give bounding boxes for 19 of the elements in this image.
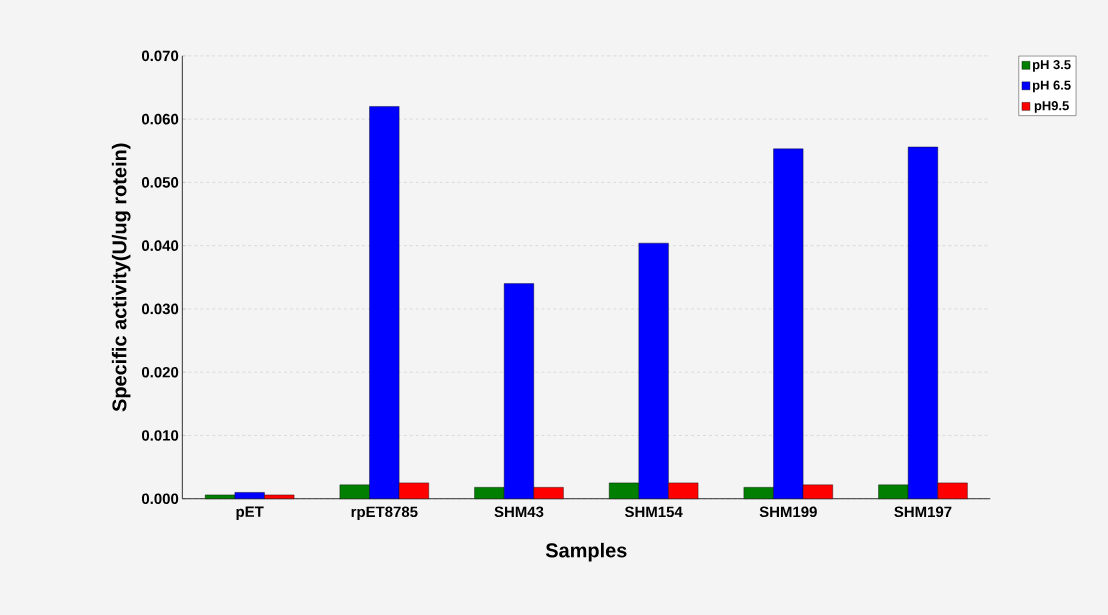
legend-label: pH 6.5 xyxy=(1033,80,1071,93)
y-tick-label: 0.010 xyxy=(141,429,179,441)
x-tick-label: SHM197 xyxy=(894,506,952,517)
y-axis-title: Specific activity(U/ug rotein) xyxy=(111,143,131,412)
y-tick-label: 0.030 xyxy=(141,303,179,315)
x-tick-label: rpET8785 xyxy=(351,506,418,520)
x-tick-label: pET xyxy=(236,506,264,520)
y-tick-label: 0.050 xyxy=(141,176,179,188)
y-tick-label: 0.070 xyxy=(141,50,179,61)
legend-label: pH 3.5 xyxy=(1033,59,1071,72)
x-axis-title: Samples xyxy=(545,542,627,562)
y-tick-label: 0.020 xyxy=(141,366,179,378)
y-tick-label: 0.040 xyxy=(141,240,179,251)
x-tick-label: SHM154 xyxy=(624,506,683,517)
y-tick-label: 0.000 xyxy=(141,493,179,504)
legend-label: pH9.5 xyxy=(1034,100,1069,113)
x-tick-label: SHM43 xyxy=(494,506,544,517)
x-tick-label: SHM199 xyxy=(759,506,817,517)
y-tick-label: 0.060 xyxy=(141,113,179,125)
